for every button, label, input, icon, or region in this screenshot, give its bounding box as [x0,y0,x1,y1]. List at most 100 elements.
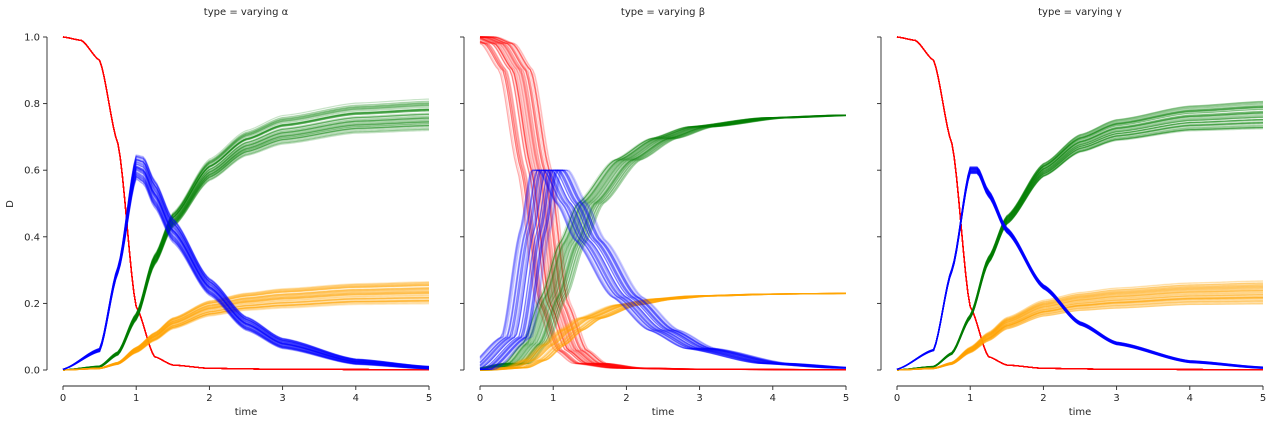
series-line-d [896,289,1264,371]
series-line-s [896,36,1264,371]
series-line-r [480,114,847,371]
series-line-i [896,172,1264,370]
series-line-d [480,292,847,371]
series-line-d [896,288,1264,371]
series-line-s [479,36,847,371]
series-line-i [479,169,846,369]
series-line-r [479,114,847,371]
series-line-r [479,114,847,371]
series-line-i [896,172,1264,370]
series-line-d [62,297,430,371]
series-line-r [479,114,846,370]
series-line-s [896,36,1264,371]
series-line-i [479,169,846,369]
series-line-d [479,292,846,371]
series-line-i [62,155,430,370]
series-line-i [480,169,847,370]
series-line-s [896,36,1264,371]
series-line-r [62,102,430,371]
x-axis-label: time [1069,407,1092,418]
series-line-r [896,112,1264,371]
series-line-i [896,168,1264,370]
series-line-s [62,36,430,371]
series-line-i [480,169,847,370]
series-line-s [62,36,430,371]
series-line-r [62,124,430,371]
series-line-s [62,36,430,371]
series-line-s [479,37,846,371]
series-line-r [896,113,1264,371]
series-line-d [896,292,1264,371]
series-line-d [896,288,1264,371]
series-line-r [896,126,1264,371]
series-line-i [62,169,430,370]
series-line-d [896,294,1264,371]
series-line-r [479,114,846,371]
series-line-i [479,169,846,369]
series-line-i [480,169,847,370]
series-line-d [896,289,1264,371]
series-line-i [62,173,430,370]
series-line-r [479,114,846,371]
series-line-s [896,36,1264,371]
series-line-r [896,127,1264,371]
series-line-r [62,102,430,371]
series-line-r [62,117,430,371]
series-line-d [896,282,1264,371]
series-line-s [479,38,846,371]
series-line-i [62,154,430,370]
series-line-d [896,291,1264,371]
series-line-d [896,297,1264,371]
series-line-d [896,300,1264,371]
series-line-r [480,114,847,371]
series-line-r [479,114,846,370]
series-line-s [62,36,430,371]
plot-lines [896,36,1264,371]
series-line-s [62,36,430,371]
series-line-i [896,170,1264,370]
series-line-d [62,290,430,371]
series-line-d [896,300,1264,371]
series-line-r [479,114,846,370]
series-line-s [896,36,1264,371]
series-line-r [62,102,430,371]
series-line-d [62,287,430,371]
series-line-d [62,281,430,371]
series-line-r [62,121,430,371]
series-line-s [896,36,1264,371]
series-line-r [62,113,430,371]
series-line-r [479,114,846,371]
series-line-s [479,36,846,371]
series-line-i [480,169,847,370]
series-line-s [62,36,430,371]
series-line-i [479,169,846,369]
series-line-s [896,36,1264,371]
series-line-s [480,36,846,371]
series-line-s [479,41,846,371]
series-line-i [896,172,1264,370]
series-line-s [62,36,430,371]
series-line-i [480,169,847,370]
series-line-i [480,169,847,370]
series-line-r [896,119,1264,371]
series-line-i [62,163,430,370]
series-line-r [896,122,1264,371]
series-line-i [896,171,1264,370]
series-line-r [896,117,1264,371]
series-line-s [896,36,1264,371]
series-line-s [479,41,846,371]
x-tick-label: 2 [623,393,629,404]
series-line-i [479,169,846,369]
series-line-r [480,114,847,371]
series-line-s [479,41,846,371]
series-line-r [62,124,430,371]
series-line-r [62,112,430,371]
series-line-r [62,103,430,371]
series-line-r [480,114,847,371]
series-line-r [62,109,430,371]
series-line-r [480,114,847,371]
series-line-d [479,292,846,370]
series-line-i [480,169,847,370]
series-line-r [62,117,430,371]
series-line-i [896,170,1264,370]
